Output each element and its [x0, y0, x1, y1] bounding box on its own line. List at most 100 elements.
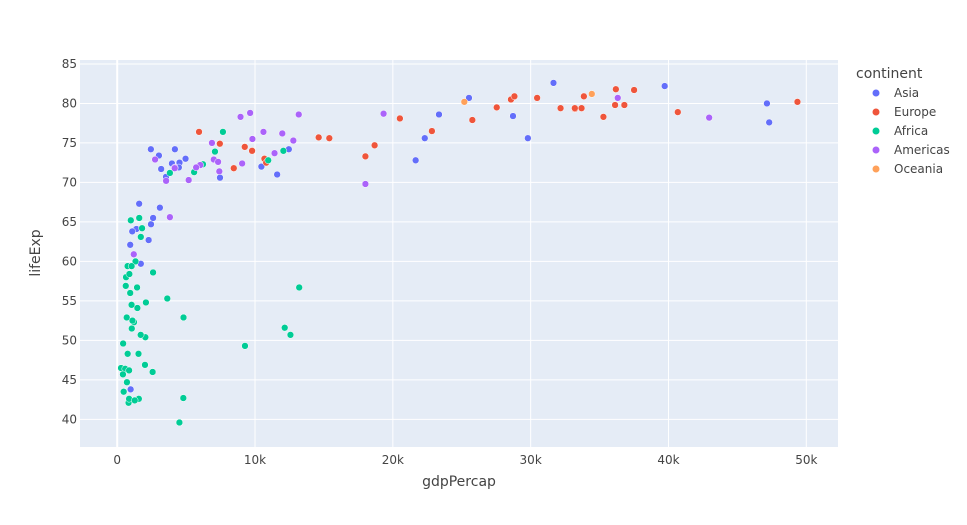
- data-point: [238, 159, 246, 168]
- legend-label: Oceania: [894, 162, 943, 176]
- data-point: [156, 204, 164, 212]
- y-tick-label: 70: [62, 175, 77, 189]
- data-point: [126, 385, 135, 393]
- x-tick-label: 20k: [382, 453, 404, 467]
- legend-label: Americas: [894, 143, 950, 157]
- data-point: [208, 139, 216, 147]
- data-point: [611, 101, 619, 109]
- series-africa: [117, 128, 303, 427]
- data-point: [524, 134, 532, 142]
- data-point: [793, 98, 802, 106]
- legend-item-europe[interactable]: Europe: [872, 105, 937, 119]
- data-point: [181, 155, 190, 163]
- legend-marker: [872, 127, 880, 135]
- data-point: [128, 227, 136, 236]
- data-point: [122, 282, 130, 290]
- legend-item-asia[interactable]: Asia: [872, 86, 920, 100]
- x-axis-title: gdpPercap: [422, 474, 496, 490]
- data-point: [230, 164, 238, 172]
- legend-item-oceania[interactable]: Oceania: [872, 162, 944, 176]
- data-point: [195, 128, 203, 136]
- data-point: [549, 79, 558, 87]
- y-axis-ticks: 40 45 50 55 60 65 70 75 80 85: [62, 57, 77, 426]
- data-markers: [117, 79, 802, 427]
- data-point: [273, 170, 281, 179]
- data-point: [162, 177, 170, 185]
- legend-label: Asia: [894, 86, 919, 100]
- data-point: [149, 214, 157, 222]
- data-point: [126, 289, 134, 297]
- data-point: [248, 147, 256, 155]
- data-point: [119, 370, 127, 378]
- data-point: [137, 331, 145, 339]
- series-americas: [130, 94, 713, 258]
- y-tick-label: 50: [62, 333, 77, 347]
- legend-item-americas[interactable]: Americas: [872, 143, 950, 157]
- data-point: [361, 180, 370, 188]
- data-point: [148, 368, 157, 376]
- data-point: [435, 110, 443, 119]
- data-point: [179, 313, 188, 322]
- data-point: [571, 104, 579, 112]
- data-point: [138, 224, 146, 232]
- data-point: [127, 262, 136, 270]
- data-point: [248, 135, 257, 143]
- data-point: [620, 101, 629, 109]
- y-tick-label: 60: [62, 254, 77, 268]
- data-point: [630, 86, 638, 94]
- data-point: [674, 108, 682, 116]
- x-tick-label: 40k: [657, 453, 679, 467]
- data-point: [135, 200, 143, 208]
- series-europe: [195, 85, 802, 172]
- data-point: [765, 118, 773, 127]
- legend-marker: [872, 108, 880, 116]
- data-point: [131, 257, 140, 266]
- legend-label: Africa: [894, 124, 928, 138]
- legend-title: continent: [856, 66, 923, 82]
- x-tick-label: 50k: [795, 453, 817, 467]
- data-point: [135, 214, 143, 222]
- data-point: [171, 145, 179, 153]
- data-point: [236, 113, 245, 121]
- x-tick-label: 0: [113, 453, 121, 467]
- data-point: [421, 134, 429, 142]
- data-point: [133, 283, 141, 292]
- data-point: [125, 366, 133, 375]
- data-point: [588, 90, 596, 98]
- legend-marker: [872, 89, 880, 97]
- data-point: [577, 104, 586, 112]
- data-point: [137, 233, 145, 241]
- y-tick-label: 40: [62, 412, 77, 426]
- data-point: [166, 169, 174, 177]
- data-point: [134, 350, 143, 358]
- data-point: [124, 350, 132, 358]
- data-point: [141, 361, 149, 369]
- legend-marker: [872, 146, 880, 154]
- y-tick-label: 80: [62, 96, 77, 110]
- data-point: [166, 213, 174, 221]
- data-point: [289, 136, 297, 145]
- y-tick-label: 45: [62, 373, 77, 387]
- data-point: [241, 342, 249, 350]
- y-tick-label: 55: [62, 294, 77, 308]
- data-point: [460, 98, 468, 106]
- x-tick-label: 10k: [244, 453, 266, 467]
- data-point: [315, 133, 323, 142]
- data-point: [428, 127, 436, 135]
- data-point: [264, 156, 272, 164]
- data-point: [119, 339, 127, 348]
- data-point: [179, 394, 187, 402]
- data-point: [763, 99, 771, 108]
- data-point: [412, 156, 420, 164]
- data-point: [175, 418, 184, 427]
- data-point: [185, 176, 193, 184]
- legend-item-africa[interactable]: Africa: [872, 124, 929, 138]
- y-tick-label: 85: [62, 57, 77, 71]
- data-point: [192, 163, 200, 172]
- legend: continent Asia Europe Africa Americas Oceani…: [856, 66, 950, 176]
- data-point: [214, 158, 222, 166]
- gridlines: [80, 60, 838, 447]
- data-point: [149, 268, 157, 277]
- legend-marker: [872, 165, 880, 173]
- data-point: [127, 216, 135, 224]
